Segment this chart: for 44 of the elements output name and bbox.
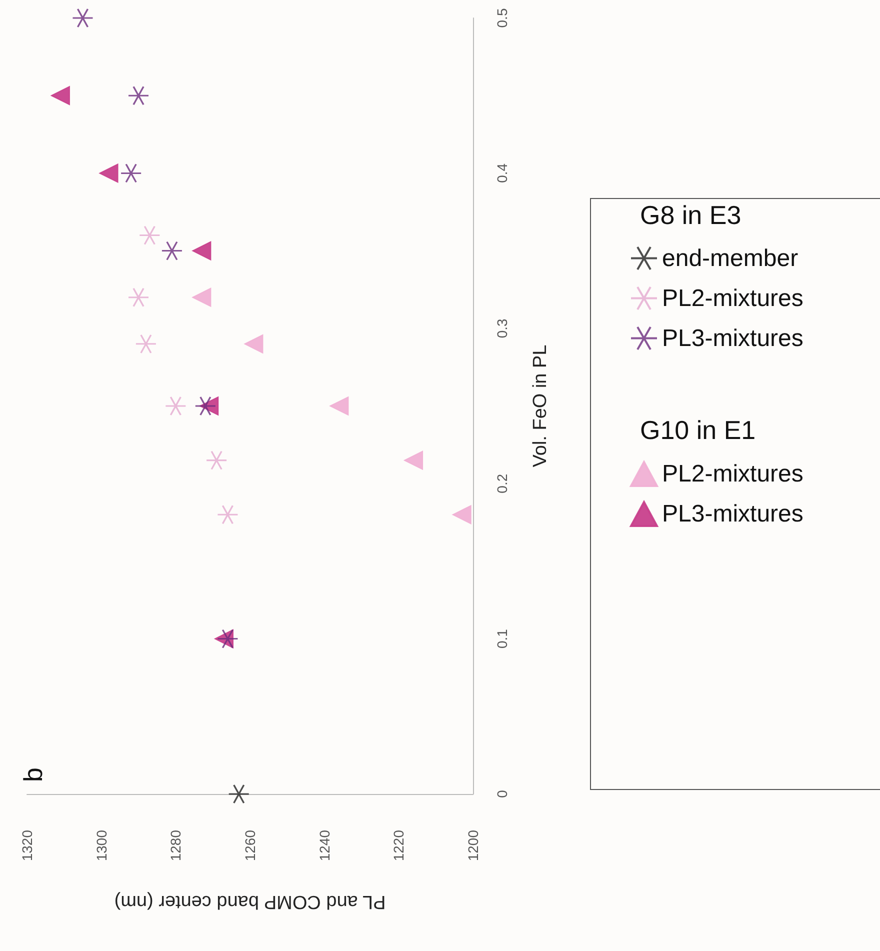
legend-label: PL3-mixtures (662, 500, 804, 528)
point (206, 450, 228, 470)
x-tick-label: 1320 (19, 830, 35, 862)
point (99, 164, 118, 183)
point (330, 396, 349, 416)
point (164, 396, 186, 416)
x-tick-label: 1240 (316, 830, 332, 862)
x-tick-label: 1260 (242, 830, 258, 862)
point (72, 8, 94, 28)
point (452, 505, 472, 524)
legend-label: end-member (662, 244, 798, 272)
text: G10 in E1 (640, 415, 756, 445)
legend-label: PL3-mixtures (662, 324, 804, 352)
point (50, 86, 70, 106)
y-tick-label: 0.4 (494, 163, 510, 183)
point (138, 225, 160, 246)
point (135, 334, 157, 354)
y-tick-label: 0.3 (494, 318, 510, 338)
point (120, 163, 142, 183)
text: G8 in E3 (640, 200, 742, 230)
x-tick-label: 1300 (93, 830, 110, 862)
y-tick-label: 0.1 (494, 628, 510, 649)
x-tick-label: 1280 (168, 830, 184, 862)
legend-label: PL2-mixtures (662, 284, 804, 312)
point (216, 629, 238, 649)
point (228, 784, 250, 804)
x-tick-label: 1220 (390, 830, 407, 862)
y-tick-label: 0.5 (494, 8, 510, 28)
y-axis-title: Vol. FeO in PL (530, 344, 551, 468)
y-tick-label: 0 (494, 790, 510, 798)
point (194, 396, 216, 416)
legend-label: PL2-mixtures (662, 460, 804, 488)
point (192, 288, 212, 307)
point (216, 504, 238, 524)
point (128, 288, 150, 308)
text: b (18, 768, 48, 782)
point (244, 334, 264, 354)
point (404, 450, 424, 470)
point (161, 241, 183, 261)
point (128, 86, 150, 106)
point (192, 241, 212, 260)
x-axis-title: PL and COMP band center (nm) (114, 891, 386, 912)
x-tick-label: 1200 (465, 830, 481, 862)
y-tick-label: 0.2 (494, 474, 510, 494)
